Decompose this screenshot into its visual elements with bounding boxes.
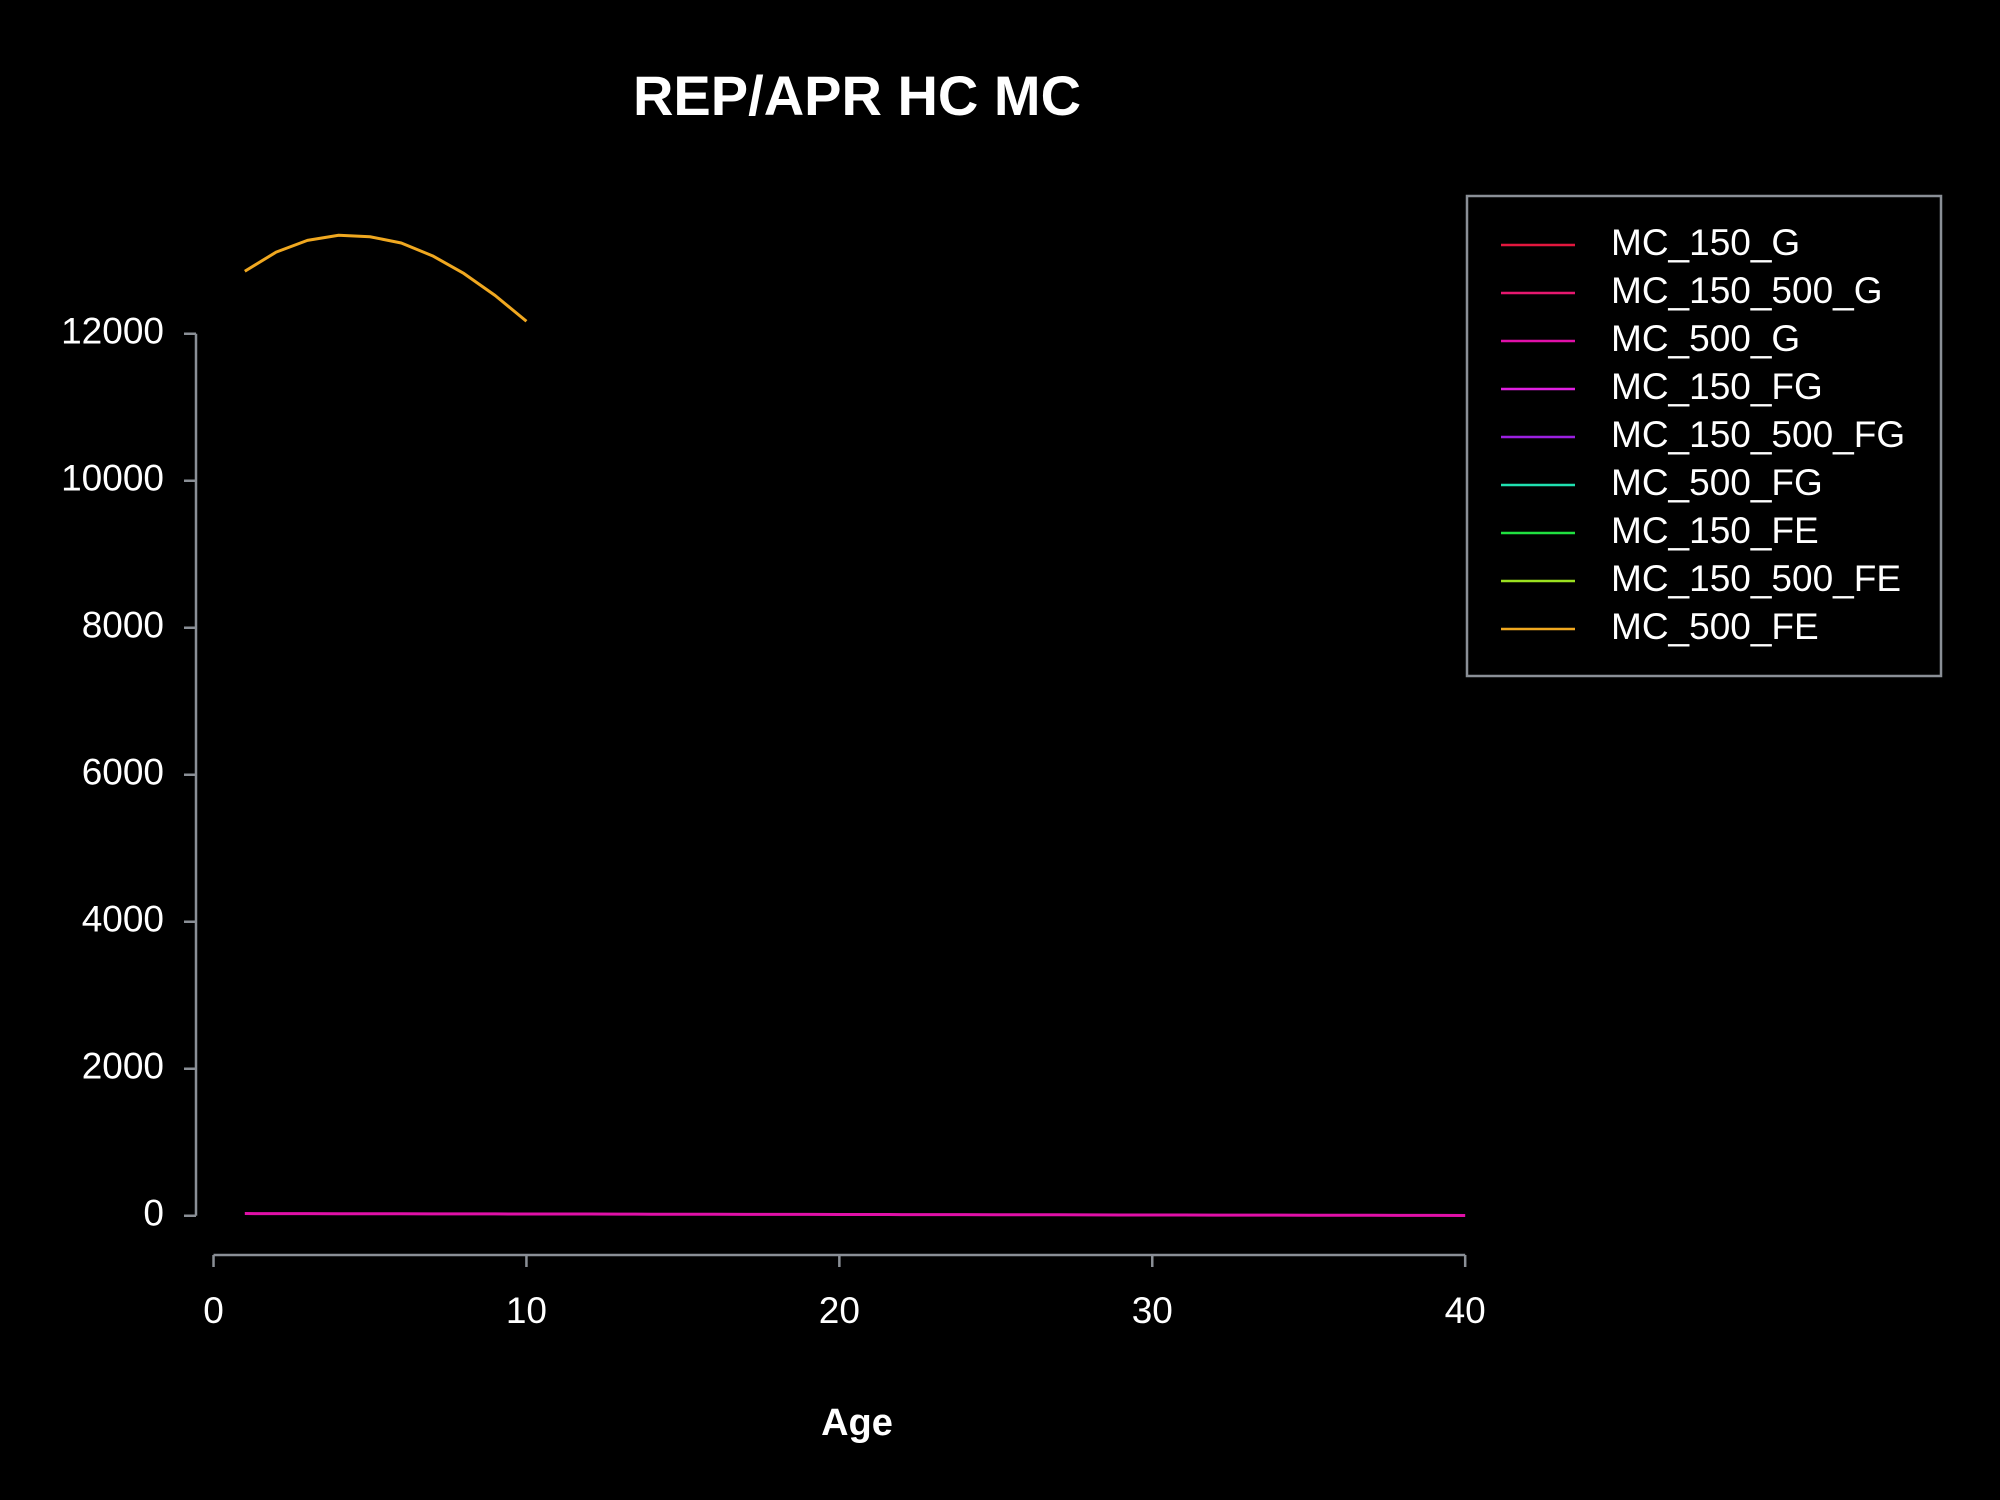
x-tick-label: 10 (506, 1290, 547, 1331)
series-line (244, 233, 528, 323)
chart-title: REP/APR HC MC (633, 64, 1081, 127)
legend-text: MC_500_FG (1611, 462, 1823, 503)
x-tick-label: 40 (1445, 1290, 1486, 1331)
y-tick-label: 0 (143, 1193, 164, 1234)
x-tick-label: 30 (1132, 1290, 1173, 1331)
legend-text: MC_500_FE (1611, 606, 1819, 647)
series-line (244, 1212, 1466, 1217)
y-tick-label: 8000 (82, 605, 164, 646)
y-tick-label: 12000 (61, 311, 164, 352)
legend-text: MC_150_500_FG (1611, 414, 1905, 455)
legend-text: MC_150_FG (1611, 366, 1823, 407)
legend-text: MC_150_FE (1611, 510, 1819, 551)
legend-text: MC_150_500_FE (1611, 558, 1901, 599)
y-tick-label: 6000 (82, 752, 164, 793)
legend-text: MC_150_500_G (1611, 270, 1883, 311)
legend-text: MC_150_G (1611, 222, 1800, 263)
legend-text: MC_500_G (1611, 318, 1800, 359)
legend-box (1465, 194, 1943, 678)
x-tick-label: 20 (819, 1290, 860, 1331)
x-tick-label: 0 (203, 1290, 224, 1331)
y-tick-label: 10000 (61, 458, 164, 499)
x-axis-label: Age (821, 1402, 893, 1444)
y-tick-label: 2000 (82, 1046, 164, 1087)
y-tick-label: 4000 (82, 899, 164, 940)
